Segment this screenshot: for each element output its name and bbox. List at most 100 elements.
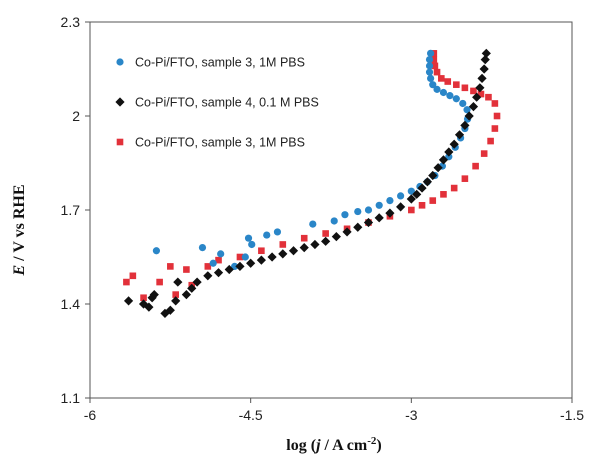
data-point (422, 177, 432, 187)
data-point (477, 90, 485, 98)
data-point (321, 236, 331, 246)
data-point (386, 197, 394, 205)
data-point (236, 253, 244, 261)
data-point (459, 99, 467, 108)
data-point (454, 130, 465, 140)
data-point (123, 296, 134, 306)
y-tick-label: 2.3 (61, 14, 81, 30)
data-point (412, 189, 422, 199)
data-point (204, 263, 212, 270)
data-point (213, 268, 224, 278)
data-point (123, 278, 130, 286)
legend: Co-Pi/FTO, sample 3, 1M PBS Co-Pi/FTO, sa… (115, 56, 319, 150)
axis-ticks: -6 -4.5 -3 -1.5 1.1 1.4 1.7 2 2.3 (61, 14, 585, 423)
data-point (427, 74, 435, 82)
series-1-circle (152, 49, 472, 270)
data-point (375, 201, 383, 209)
data-point (461, 84, 469, 92)
data-point (417, 183, 427, 193)
data-point (438, 155, 449, 165)
data-point (181, 290, 191, 300)
data-point (425, 62, 434, 70)
data-point (433, 85, 441, 93)
data-point (427, 49, 435, 57)
data-point (444, 147, 454, 157)
data-point (433, 68, 441, 76)
data-point (397, 192, 405, 200)
data-point (354, 207, 362, 216)
data-point (493, 112, 501, 120)
data-point (464, 111, 474, 121)
data-point (418, 202, 426, 209)
data-point (300, 234, 308, 242)
data-point (480, 55, 490, 65)
data-point (477, 73, 487, 83)
data-point (406, 194, 416, 204)
x-axis-title: log (j / A cm-2) (286, 435, 381, 454)
x-tick-label: -1.5 (560, 407, 584, 423)
data-point (408, 206, 415, 214)
y-axis-title: E / V vs RHE (11, 185, 28, 277)
data-point (192, 277, 202, 287)
data-point (235, 261, 245, 271)
data-point (440, 191, 447, 198)
data-point (485, 93, 492, 101)
data-point (156, 278, 163, 286)
data-point (463, 106, 471, 114)
data-point (187, 283, 197, 293)
data-point (453, 81, 460, 88)
data-point (374, 213, 384, 223)
data-point (480, 150, 488, 157)
data-point (425, 56, 434, 64)
data-point (172, 291, 179, 298)
data-point (288, 246, 299, 256)
data-point (407, 187, 415, 195)
data-point (342, 227, 352, 237)
data-point (396, 202, 406, 212)
plot-area (89, 21, 573, 399)
data-markers (123, 48, 501, 318)
data-point (475, 83, 485, 93)
data-point (444, 78, 452, 85)
data-point (160, 308, 170, 318)
data-point (217, 250, 225, 258)
legend-marker (116, 138, 124, 146)
data-point (330, 217, 338, 225)
data-point (299, 243, 309, 253)
data-point (429, 81, 437, 89)
y-tick-label: 1.1 (61, 390, 81, 406)
data-point (165, 305, 175, 315)
data-point (470, 87, 477, 95)
data-point (460, 120, 470, 130)
data-point (310, 239, 320, 250)
data-point (144, 302, 154, 312)
data-point (431, 62, 439, 70)
data-point (487, 137, 494, 145)
data-point (491, 125, 499, 132)
data-point (215, 256, 222, 264)
data-point (341, 211, 349, 219)
data-point (279, 241, 287, 248)
data-point (244, 234, 253, 242)
data-point (322, 230, 329, 237)
data-point (258, 247, 265, 255)
data-point (231, 262, 239, 270)
data-point (149, 290, 159, 300)
data-point (481, 48, 491, 58)
data-point (491, 100, 499, 107)
x-tick-label: -3 (405, 407, 418, 423)
y-tick-label: 1.7 (61, 202, 81, 218)
data-point (445, 153, 453, 161)
legend-marker (116, 58, 124, 66)
x-tick-label: -6 (84, 407, 97, 423)
data-point (452, 95, 460, 103)
data-point (438, 75, 445, 82)
y-tick-label: 1.4 (61, 296, 81, 312)
data-point (425, 68, 434, 76)
data-point (140, 294, 147, 302)
data-point (449, 139, 459, 149)
legend-label: Co-Pi/FTO, sample 3, 1M PBS (135, 56, 305, 70)
data-point (183, 266, 190, 273)
data-point (203, 271, 213, 281)
